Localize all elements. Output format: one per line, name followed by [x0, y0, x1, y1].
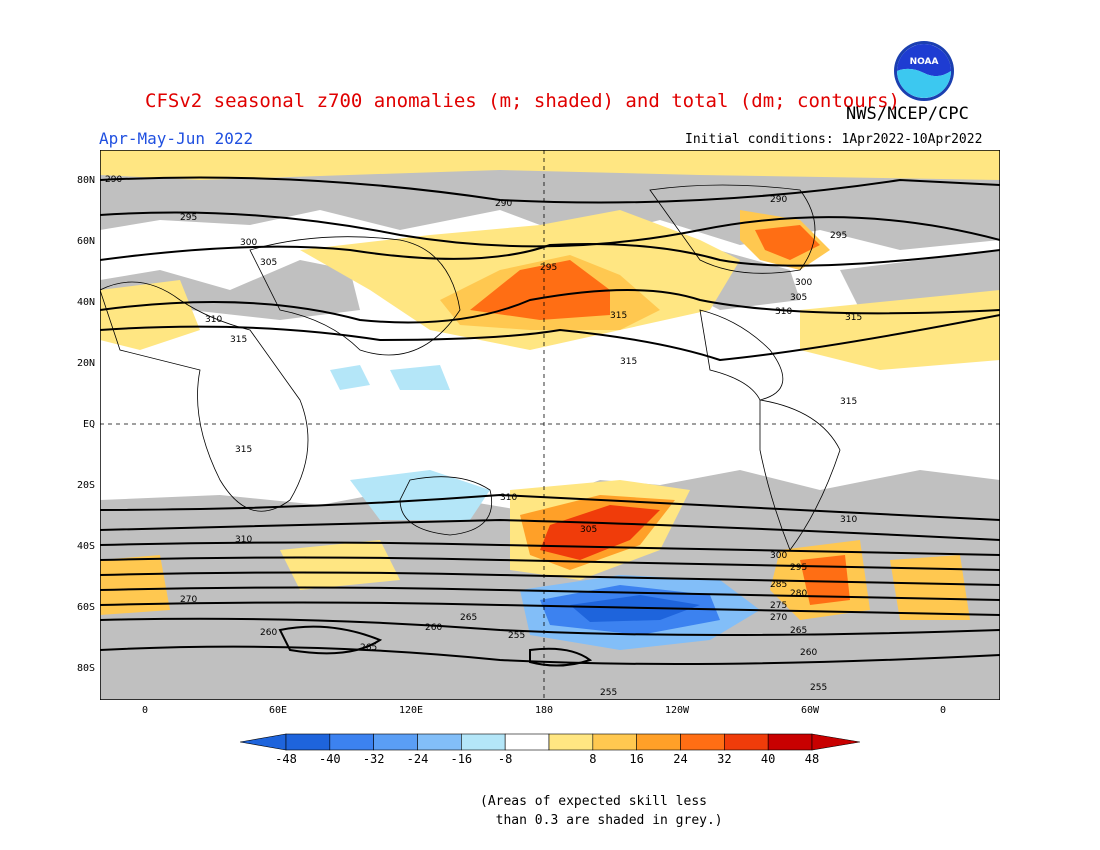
- contour-label: 300: [795, 278, 812, 288]
- colorbar-cell: [636, 733, 681, 751]
- colorbar-label: -32: [362, 752, 385, 766]
- lat-label: 80S: [76, 663, 95, 674]
- lat-label: 60N: [76, 236, 95, 247]
- contour-label: 315: [610, 311, 627, 321]
- colorbar-label: 40: [760, 752, 776, 766]
- contour-label: 300: [770, 551, 787, 561]
- low-skill-shading: [100, 170, 1000, 700]
- colorbar-label: -48: [275, 752, 297, 766]
- lat-label: 40S: [76, 541, 95, 552]
- contour-label: 310: [840, 515, 857, 525]
- contour-label: 270: [180, 595, 197, 605]
- map-title: CFSv2 seasonal z700 anomalies (m; shaded…: [145, 90, 900, 112]
- colorbar-label: 24: [673, 752, 688, 766]
- contour-label: 315: [845, 313, 862, 323]
- contour-label: 305: [790, 293, 807, 303]
- lon-label: 120W: [664, 705, 690, 716]
- colorbar-cell: [461, 733, 506, 751]
- colorbar-cell: [724, 733, 769, 751]
- colorbar-arrow-left: [240, 733, 287, 751]
- noaa-logo-icon: NOAA: [894, 41, 954, 101]
- anomaly-map: 290 295 300 305 310 315 290 295 315 315 …: [100, 150, 1000, 700]
- contour-label: 315: [840, 397, 857, 407]
- lat-label: 80N: [76, 175, 95, 186]
- contour-label: 310: [205, 315, 222, 325]
- colorbar-cell: [329, 733, 374, 751]
- colorbar-cell: [680, 733, 725, 751]
- lat-label: 60S: [76, 602, 95, 613]
- contour-label: 260: [260, 628, 277, 638]
- contour-label: 290: [770, 195, 787, 205]
- contour-label: 290: [495, 199, 512, 209]
- lon-label: 0: [141, 705, 149, 716]
- lon-label: 60E: [268, 705, 288, 716]
- contour-label: 270: [770, 613, 787, 623]
- lon-label: 180: [534, 705, 554, 716]
- contour-label: 305: [580, 525, 597, 535]
- colorbar-cell: [767, 733, 813, 751]
- colorbar-label: 8: [589, 752, 597, 766]
- contour-label: 290: [105, 175, 122, 185]
- colorbar-cell: [373, 733, 418, 751]
- contour-label: 305: [260, 258, 277, 268]
- contour-label: 255: [508, 631, 525, 641]
- colorbar-cell: [548, 733, 594, 751]
- contour-label: 300: [240, 238, 257, 248]
- lon-label: 60W: [800, 705, 820, 716]
- contour-label: 285: [770, 580, 787, 590]
- colorbar-cell: [592, 733, 637, 751]
- season-period: Apr-May-Jun 2022: [99, 129, 254, 148]
- colorbar-cell: [504, 733, 550, 751]
- contour-label: 295: [830, 231, 847, 241]
- contour-label: 295: [790, 563, 807, 573]
- contour-label: 310: [775, 307, 792, 317]
- colorbar-label: -8: [497, 752, 513, 766]
- lon-label: 120E: [398, 705, 424, 716]
- initial-conditions: Initial conditions: 1Apr2022-10Apr2022: [685, 132, 983, 147]
- contour-label: 280: [790, 589, 807, 599]
- contour-label: 275: [770, 601, 787, 611]
- colorbar: [240, 733, 860, 751]
- contour-label: 295: [180, 213, 197, 223]
- colorbar-cell: [417, 733, 462, 751]
- contour-label: 310: [235, 535, 252, 545]
- contour-label: 255: [600, 688, 617, 698]
- colorbar-arrow-right: [811, 733, 860, 751]
- colorbar-label: -40: [318, 752, 341, 766]
- contour-label: 315: [230, 335, 247, 345]
- contour-label: 265: [790, 626, 807, 636]
- colorbar-label: 48: [804, 752, 820, 766]
- contour-label: 315: [620, 357, 637, 367]
- contour-label: 265: [360, 643, 377, 653]
- colorbar-label: -24: [406, 752, 429, 766]
- colorbar-cell: [285, 733, 331, 751]
- height-contours: [100, 176, 1000, 667]
- agency-label: NWS/NCEP/CPC: [846, 104, 969, 124]
- lat-label: 40N: [76, 297, 95, 308]
- lat-label: 20N: [76, 358, 95, 369]
- contour-label: 255: [810, 683, 827, 693]
- contour-label: 260: [425, 623, 442, 633]
- lat-label: EQ: [82, 419, 95, 430]
- contour-labels: 290 295 300 305 310 315 290 295 315 315 …: [105, 175, 862, 698]
- skill-note-line1: (Areas of expected skill less: [480, 794, 707, 809]
- contour-label: 295: [540, 263, 557, 273]
- contour-label: 265: [460, 613, 477, 623]
- colorbar-label: -16: [450, 752, 473, 766]
- colorbar-label: 16: [629, 752, 644, 766]
- colorbar-label: 32: [717, 752, 732, 766]
- contour-label: 310: [500, 493, 517, 503]
- lon-label: 0: [939, 705, 947, 716]
- contour-label: 315: [235, 445, 252, 455]
- lat-label: 20S: [76, 480, 95, 491]
- skill-note-line2: than 0.3 are shaded in grey.): [495, 813, 723, 828]
- contour-label: 260: [800, 648, 817, 658]
- skill-note: (Areas of expected skill less than 0.3 a…: [480, 792, 723, 830]
- svg-text:NOAA: NOAA: [910, 57, 939, 67]
- colorbar-cells: [285, 733, 813, 751]
